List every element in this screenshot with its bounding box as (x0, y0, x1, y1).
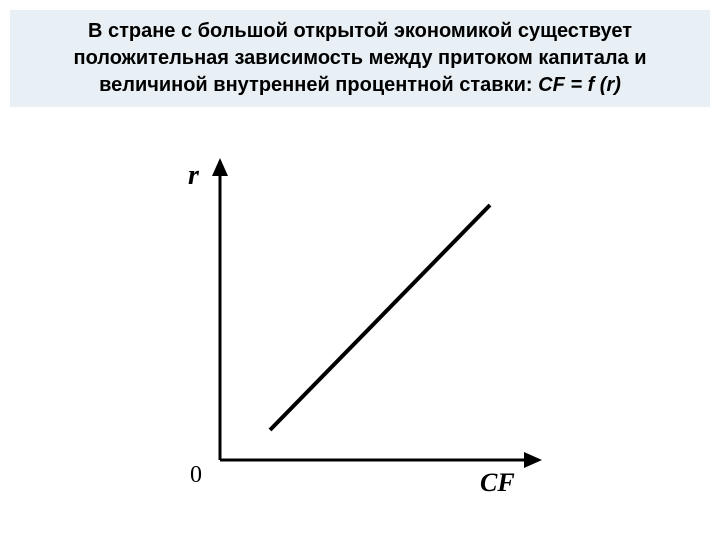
header-line2: положительная зависимость между притоком… (73, 47, 646, 69)
y-axis-arrow (212, 158, 228, 176)
header-line3-prefix: величиной внутренней процентной ставки: (99, 74, 538, 96)
data-line (270, 205, 490, 430)
origin-label: 0 (190, 462, 202, 489)
chart-svg (150, 150, 570, 520)
header-formula: CF = f (r) (538, 74, 621, 96)
chart-container: r 0 CF (150, 150, 570, 520)
x-axis-arrow (524, 452, 542, 468)
header-box: В стране с большой открытой экономикой с… (10, 10, 710, 107)
header-line1: В стране с большой открытой экономикой с… (88, 20, 632, 42)
x-axis-label: CF (480, 468, 515, 498)
y-axis-label: r (188, 160, 199, 192)
